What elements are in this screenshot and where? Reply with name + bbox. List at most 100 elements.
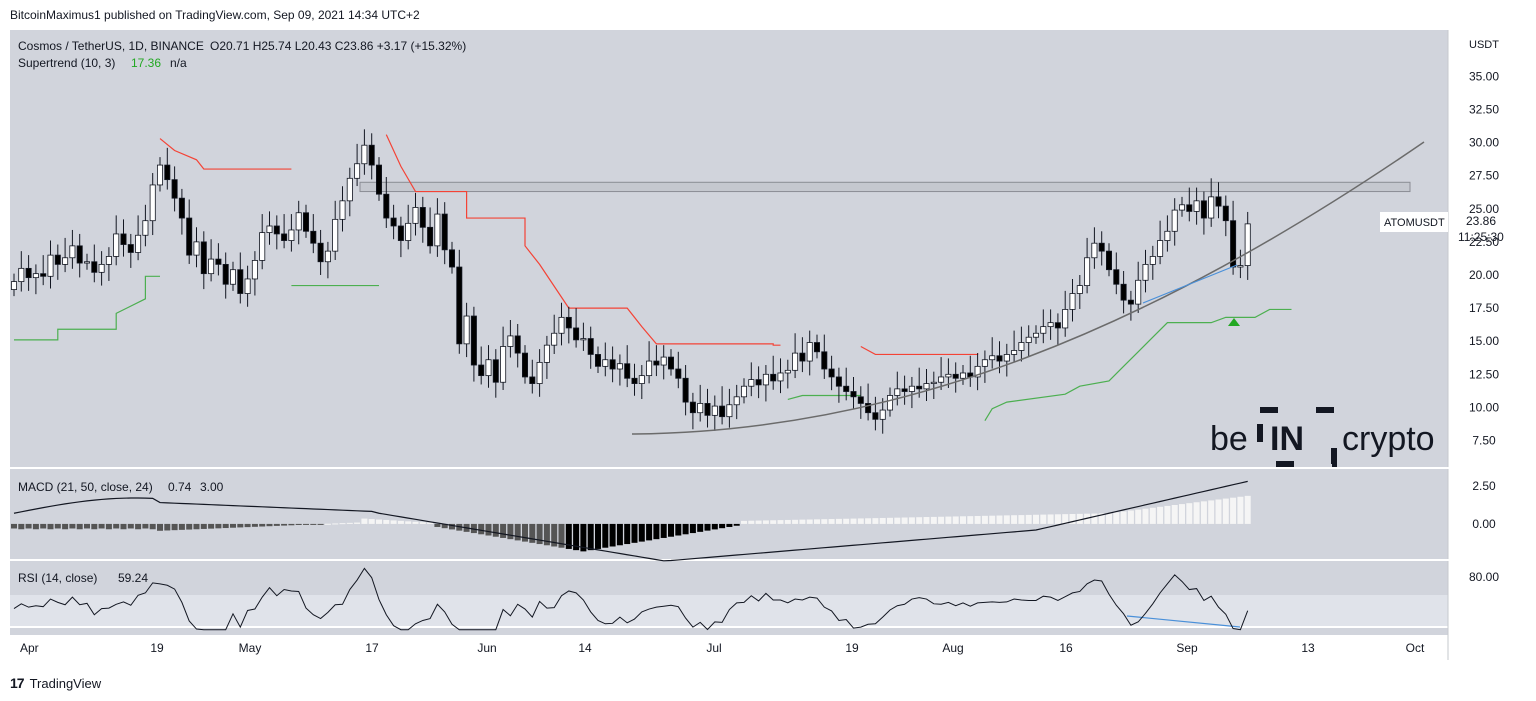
macd-bar — [1076, 513, 1083, 524]
candle — [930, 381, 937, 384]
macd-bar — [222, 523, 229, 529]
macd-bar — [660, 523, 667, 538]
candle — [996, 355, 1003, 362]
candle — [1091, 242, 1098, 259]
macd-bar — [1062, 514, 1069, 524]
candle — [346, 177, 353, 202]
rsi-line — [13, 567, 1249, 631]
price-axis[interactable]: 7.5010.0012.5015.0017.5020.0022.5025.002… — [1469, 69, 1499, 447]
y-tick-label: 20.00 — [1469, 268, 1499, 282]
candle — [1069, 293, 1076, 310]
candle — [828, 368, 835, 378]
candle — [960, 372, 967, 379]
x-tick-label: 16 — [1059, 641, 1073, 655]
macd-bar — [434, 523, 441, 527]
macd-bar — [317, 523, 324, 525]
candle — [492, 359, 499, 383]
supertrend-extra: n/a — [170, 56, 187, 70]
macd-bar — [616, 523, 623, 546]
candle — [62, 257, 69, 265]
candle — [120, 233, 127, 245]
y-tick-label: 12.50 — [1469, 367, 1499, 381]
candle — [762, 373, 769, 386]
candle — [500, 346, 507, 383]
candle — [266, 225, 273, 234]
candle — [887, 395, 894, 411]
candle — [54, 254, 61, 265]
candle — [1120, 283, 1127, 301]
candle — [565, 316, 572, 329]
candle — [1142, 263, 1149, 281]
macd-bar — [1127, 510, 1134, 524]
rsi-trendline[interactable] — [1126, 615, 1241, 628]
candle — [1113, 269, 1120, 285]
macd-bar — [748, 520, 755, 524]
candle — [536, 361, 543, 384]
macd-bar — [281, 523, 288, 526]
candle — [1018, 342, 1025, 351]
macd-bar — [960, 516, 966, 524]
macd-bar — [288, 523, 295, 526]
x-tick-label: 19 — [845, 641, 859, 655]
macd-bar — [675, 523, 682, 536]
candle — [1062, 309, 1069, 329]
candle — [1193, 200, 1200, 212]
macd-bar — [930, 516, 937, 524]
candle — [1047, 322, 1054, 328]
time-axis[interactable]: Apr 19 May 17 Jun 14 Jul 19 Aug 16 Sep 13 Oct — [20, 641, 1425, 655]
candle — [295, 212, 302, 231]
candle — [463, 315, 470, 345]
macd-bar — [40, 523, 47, 529]
candle — [448, 249, 455, 268]
candle — [748, 379, 755, 387]
macd-bar — [719, 523, 726, 529]
y-tick-label: 15.00 — [1469, 334, 1499, 348]
publisher-line: BitcoinMaximus1 published on TradingView… — [10, 8, 420, 22]
macd-bar — [850, 518, 857, 524]
candle — [485, 359, 492, 377]
macd-bar — [135, 523, 142, 530]
macd-tick-label: 0.00 — [1472, 517, 1496, 531]
beincrypto-watermark: be IN crypto — [1210, 407, 1435, 467]
parabolic-support-curve[interactable] — [631, 141, 1425, 435]
rsi-label: RSI (14, close) — [18, 571, 97, 585]
candle — [660, 356, 667, 366]
candle — [792, 352, 799, 371]
macd-bar — [770, 520, 777, 524]
macd-bar — [419, 522, 426, 524]
ohlc-values: O20.71 H25.74 L20.43 C23.86 +3.17 (+15.3… — [210, 39, 466, 53]
candle — [84, 261, 91, 264]
macd-bar — [1011, 515, 1018, 524]
macd-bar — [894, 517, 901, 524]
candle — [149, 184, 156, 222]
macd-histogram — [11, 495, 1251, 552]
macd-tick-label: 2.50 — [1472, 479, 1496, 493]
candle — [281, 233, 288, 241]
macd-bar — [1149, 507, 1156, 524]
macd-bar — [339, 523, 346, 525]
candle — [427, 226, 434, 247]
candle — [237, 269, 244, 294]
candle — [814, 342, 821, 353]
candle — [653, 360, 660, 366]
macd-bar — [529, 523, 536, 543]
candle — [478, 364, 485, 377]
resistance-zone[interactable] — [359, 181, 1411, 193]
supertrend-down-segment — [159, 138, 292, 170]
candle — [522, 352, 529, 378]
candle — [938, 376, 945, 383]
macd-bar — [1157, 506, 1164, 524]
x-tick-label: Sep — [1176, 641, 1198, 655]
price-trendline[interactable] — [1142, 264, 1238, 304]
candle — [609, 359, 616, 370]
candle — [251, 260, 258, 280]
macd-bar — [981, 515, 988, 524]
macd-bar — [149, 523, 156, 530]
candle — [324, 250, 331, 263]
candle — [638, 375, 645, 384]
candle — [843, 385, 850, 392]
macd-bar — [609, 523, 616, 547]
macd-bar — [142, 523, 149, 529]
candle — [127, 244, 134, 253]
